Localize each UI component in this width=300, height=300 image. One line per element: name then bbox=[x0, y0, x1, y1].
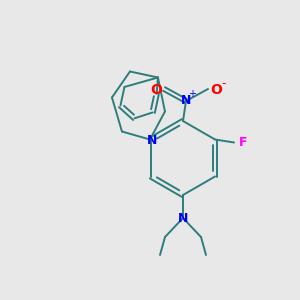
Text: -: - bbox=[222, 77, 226, 91]
Text: O: O bbox=[150, 83, 162, 97]
Text: F: F bbox=[239, 136, 247, 149]
Text: N: N bbox=[147, 134, 157, 147]
Text: N: N bbox=[181, 94, 191, 107]
Text: +: + bbox=[188, 89, 196, 99]
Text: N: N bbox=[178, 212, 188, 224]
Text: O: O bbox=[210, 83, 222, 97]
